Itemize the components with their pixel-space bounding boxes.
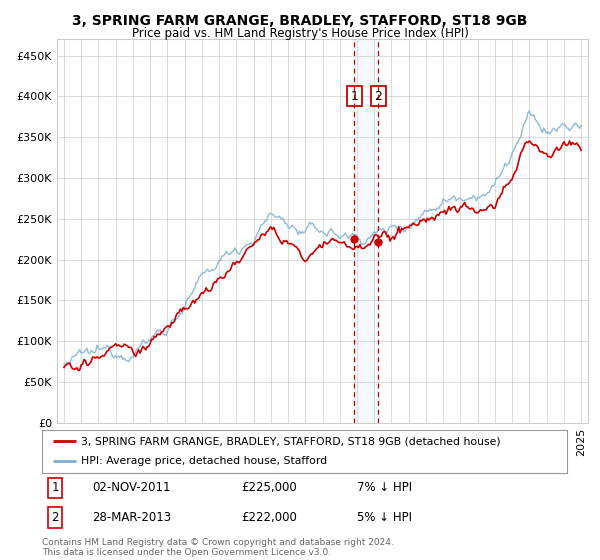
Text: 1: 1 bbox=[350, 90, 358, 103]
Text: 5% ↓ HPI: 5% ↓ HPI bbox=[357, 511, 412, 524]
Text: 2: 2 bbox=[374, 90, 382, 103]
Text: 7% ↓ HPI: 7% ↓ HPI bbox=[357, 481, 412, 494]
Text: 3, SPRING FARM GRANGE, BRADLEY, STAFFORD, ST18 9GB: 3, SPRING FARM GRANGE, BRADLEY, STAFFORD… bbox=[73, 14, 527, 28]
Text: 28-MAR-2013: 28-MAR-2013 bbox=[92, 511, 171, 524]
Text: £225,000: £225,000 bbox=[241, 481, 297, 494]
Text: 1: 1 bbox=[52, 481, 59, 494]
Text: 2: 2 bbox=[52, 511, 59, 524]
Bar bbox=[354, 39, 379, 423]
Text: 3, SPRING FARM GRANGE, BRADLEY, STAFFORD, ST18 9GB (detached house): 3, SPRING FARM GRANGE, BRADLEY, STAFFORD… bbox=[82, 436, 501, 446]
Text: Contains HM Land Registry data © Crown copyright and database right 2024.
This d: Contains HM Land Registry data © Crown c… bbox=[42, 538, 394, 557]
Text: 02-NOV-2011: 02-NOV-2011 bbox=[92, 481, 170, 494]
Text: HPI: Average price, detached house, Stafford: HPI: Average price, detached house, Staf… bbox=[82, 456, 328, 466]
Text: Price paid vs. HM Land Registry's House Price Index (HPI): Price paid vs. HM Land Registry's House … bbox=[131, 27, 469, 40]
Text: £222,000: £222,000 bbox=[241, 511, 298, 524]
